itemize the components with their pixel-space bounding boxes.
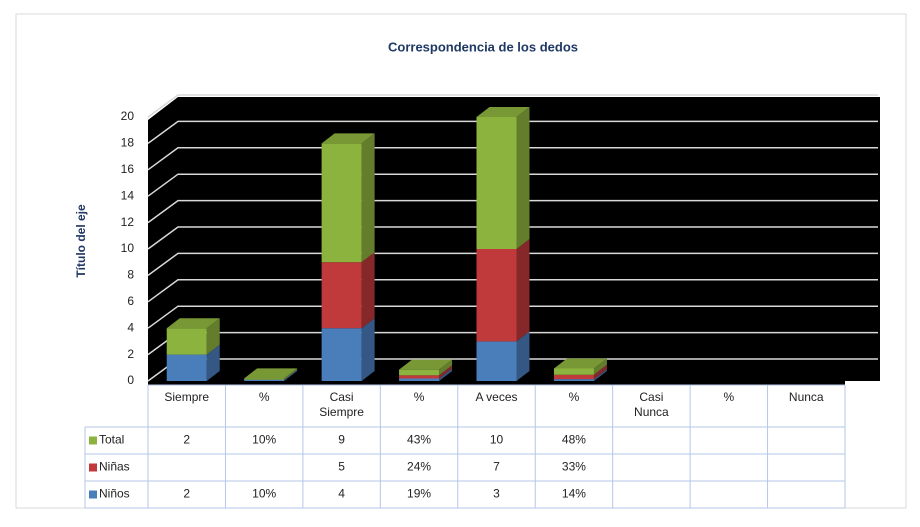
bar-side — [516, 239, 530, 342]
legend-label: Total — [99, 433, 124, 447]
table-cell: 4 — [338, 487, 345, 501]
bar — [166, 328, 207, 355]
legend-swatch — [89, 463, 97, 472]
bar-side — [361, 252, 375, 329]
bar-side — [361, 133, 375, 263]
table-cell: 9 — [338, 433, 345, 447]
bar — [321, 262, 362, 329]
table-cell: 7 — [493, 460, 500, 474]
grid-line — [147, 199, 878, 224]
y-tick-label: 12 — [121, 215, 135, 229]
grid-line — [147, 226, 878, 250]
bar — [476, 249, 517, 342]
table-cell: 48% — [562, 433, 586, 447]
x-tick-label: Nunca — [789, 390, 824, 404]
x-tick-label: % — [569, 390, 580, 404]
bar-side — [593, 364, 607, 380]
bar — [244, 378, 285, 380]
bar-side — [593, 358, 607, 375]
bar-side — [284, 369, 298, 381]
y-tick-label: 4 — [127, 320, 134, 334]
table-cell: 10% — [252, 487, 276, 501]
bar — [399, 378, 440, 381]
x-tick-label: % — [723, 390, 734, 404]
legend-label: Niños — [99, 487, 130, 501]
y-tick-label: 8 — [127, 268, 134, 282]
table-cell: 43% — [407, 433, 431, 447]
bar-side — [593, 369, 607, 381]
grid-line — [147, 94, 878, 118]
y-tick-label: 0 — [127, 373, 134, 387]
bar-top — [166, 318, 220, 329]
grid-line — [147, 120, 878, 145]
x-tick-label: Casi Nunca — [634, 390, 669, 419]
table-cell: 2 — [183, 487, 190, 501]
y-tick-label: 14 — [121, 188, 135, 202]
bar-side — [516, 107, 530, 249]
bar — [166, 354, 207, 381]
grid-line — [147, 279, 878, 303]
bar-top — [244, 368, 298, 379]
table-cell: 24% — [407, 460, 431, 474]
grid-line — [147, 252, 878, 277]
y-axis-title: Título del eje — [74, 204, 88, 278]
bar-top — [476, 107, 530, 117]
bar-side — [439, 359, 453, 376]
bar-top — [321, 133, 375, 144]
table-cell: 3 — [493, 487, 500, 501]
bar-top — [553, 358, 607, 369]
bar — [553, 379, 594, 381]
bar-side — [439, 368, 453, 381]
table-cell: 33% — [562, 460, 586, 474]
table-cell: 14% — [562, 487, 586, 501]
bar-side — [284, 368, 298, 380]
bar — [399, 375, 440, 379]
bar — [399, 369, 440, 376]
bar — [553, 374, 594, 380]
table-cell: 10 — [490, 433, 504, 447]
x-tick-label: % — [414, 390, 425, 404]
bar — [321, 328, 362, 381]
table-cell: 2 — [183, 433, 190, 447]
table-cell: 5 — [338, 460, 345, 474]
legend-swatch — [89, 436, 97, 445]
bar — [476, 341, 517, 381]
bar-side — [439, 365, 453, 379]
bar — [244, 379, 285, 381]
x-tick-label: % — [259, 390, 270, 404]
bar — [553, 368, 594, 375]
y-tick-label: 20 — [121, 109, 135, 123]
bar — [476, 117, 517, 249]
x-tick-label: A veces — [475, 390, 517, 404]
y-tick-label: 16 — [121, 162, 135, 176]
grid-line — [147, 173, 878, 197]
x-tick-label: Siempre — [164, 390, 209, 404]
y-tick-label: 18 — [121, 136, 135, 150]
y-tick-label: 6 — [127, 294, 134, 308]
bar-side — [361, 318, 375, 381]
x-tick-label: Casi Siempre — [319, 390, 364, 419]
bar — [321, 143, 362, 263]
y-tick-label: 2 — [127, 347, 134, 361]
bar-side — [206, 318, 220, 355]
legend-swatch — [89, 490, 97, 499]
chart-title: Correspondencia de los dedos — [388, 39, 578, 54]
grid-line — [147, 305, 878, 329]
grid-line — [147, 147, 878, 171]
table-cell: 10% — [252, 433, 276, 447]
legend-label: Niñas — [99, 460, 130, 474]
bar-side — [516, 331, 530, 381]
table-cell: 19% — [407, 487, 431, 501]
y-tick-label: 10 — [121, 241, 135, 255]
bar-top — [399, 359, 453, 370]
bar-side — [206, 344, 220, 381]
